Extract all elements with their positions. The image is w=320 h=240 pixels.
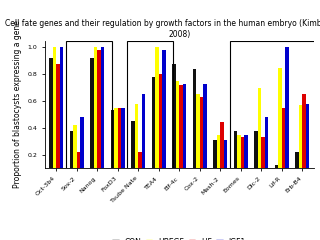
Bar [121,108,124,181]
Bar [203,84,207,181]
Bar [131,121,135,181]
Bar [142,94,145,181]
Bar [230,41,317,169]
Bar [295,152,299,181]
Bar [155,48,159,181]
Bar [162,50,166,181]
Legend: CON, HBEGF, LIF, IGF1: CON, HBEGF, LIF, IGF1 [112,238,246,240]
Bar [244,135,248,181]
Bar [80,117,84,181]
Bar [90,58,94,181]
Bar [179,85,183,181]
Bar [52,48,56,181]
Bar [193,69,196,181]
Bar [302,94,306,181]
Bar [111,110,114,181]
Y-axis label: Proportion of blastocysts expressing a gene: Proportion of blastocysts expressing a g… [13,20,22,188]
Bar [66,41,112,169]
Title: Cell fate genes and their regulation by growth factors in the human embryo (Kimb: Cell fate genes and their regulation by … [5,19,320,39]
Bar [265,117,268,181]
Bar [56,64,60,181]
Bar [299,105,302,181]
Bar [237,135,241,181]
Bar [172,64,176,181]
Bar [118,108,121,181]
Bar [258,88,261,181]
Bar [159,74,162,181]
Bar [213,140,217,181]
Bar [183,84,186,181]
Bar [94,48,97,181]
Bar [73,125,76,181]
Bar [254,131,258,181]
Bar [224,140,227,181]
Bar [49,58,52,181]
Bar [70,131,73,181]
Bar [217,135,220,181]
Bar [196,94,200,181]
Bar [152,77,155,181]
Bar [135,104,138,181]
Bar [138,152,142,181]
Bar [76,152,80,181]
Bar [306,104,309,181]
Bar [278,68,282,181]
Bar [200,97,203,181]
Bar [241,137,244,181]
Bar [60,48,63,181]
Bar [234,131,237,181]
Bar [127,41,173,169]
Bar [285,48,289,181]
Bar [282,108,285,181]
Bar [100,48,104,181]
Bar [114,108,118,181]
Bar [220,122,224,181]
Bar [97,50,100,181]
Bar [261,137,265,181]
Bar [176,81,179,181]
Bar [275,165,278,181]
